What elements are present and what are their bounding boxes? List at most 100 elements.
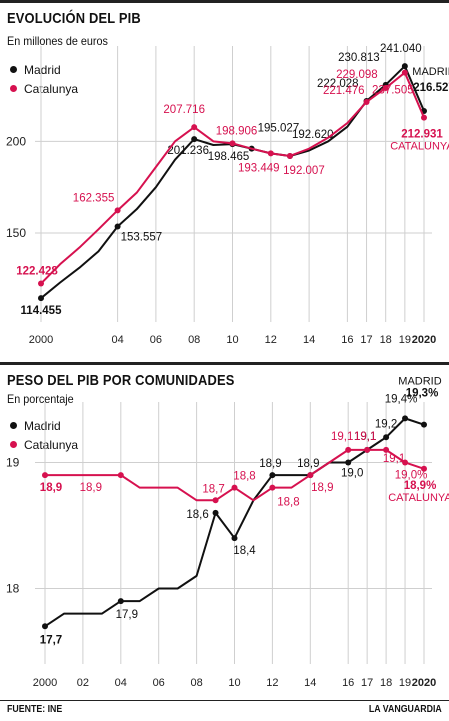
data-label-catalunya-2012: 193.449 (238, 162, 280, 174)
data-label-madrid-2017: 222.028 (317, 78, 359, 90)
data-label-catalunya-2019: 237.505 (372, 85, 414, 97)
x-tick-label-2012: 12 (265, 334, 277, 346)
point-catalunya-2020 (421, 114, 427, 121)
point-catalunya-2004 (114, 207, 121, 214)
chart1-legend: Madrid Catalunya (10, 60, 78, 98)
chart2-plot: 18 19 2000 02 04 06 08 10 12 14 16 17 18 19 2020 17,7 17… (0, 362, 449, 702)
data-label-madrid-2018: 230.813 (338, 52, 380, 64)
y-tick-label-200: 200 (6, 134, 26, 148)
x-tick-label-2014: 14 (303, 334, 315, 346)
series-name-label-catalunya: CATALUNYA (388, 492, 449, 504)
data-label-madrid-2000: 17,7 (40, 634, 62, 646)
data-label-catalunya-2017: 221.476 (323, 85, 365, 97)
legend-item-madrid: Madrid (10, 60, 78, 79)
legend-catalunya-label: Catalunya (24, 81, 79, 96)
point-catalunya-2014 (307, 472, 314, 479)
data-label-madrid-2004: 153.557 (121, 231, 163, 243)
data-label-madrid-2011: 195.027 (258, 123, 300, 135)
data-label-catalunya-2010: 18,8 (233, 471, 255, 483)
footer-source: FUENTE: INE (7, 704, 63, 715)
data-label-catalunya-2004: 162.355 (73, 192, 115, 204)
legend2-catalunya-label: Catalunya (24, 437, 79, 452)
data-label-catalunya-2004: 18,9 (80, 482, 102, 494)
legend-madrid-label: Madrid (24, 62, 61, 77)
point-madrid-2019 (402, 415, 409, 422)
y-tick-label-150: 150 (6, 226, 26, 240)
point-catalunya-2012 (267, 150, 274, 157)
data-label-catalunya-2000: 18,9 (40, 482, 62, 494)
x-tick-label-2017: 17 (361, 677, 373, 689)
point-catalunya-2019 (402, 459, 409, 466)
x-tick-label-2008: 08 (190, 677, 202, 689)
point-catalunya-2019 (401, 69, 408, 76)
data-label-madrid-2020: 216.527 (413, 82, 449, 94)
x-tick-label-2019: 19 (399, 677, 411, 689)
chart2-title: PESO DEL PIB POR COMUNIDADES (7, 372, 235, 389)
legend2-catalunya-dot (10, 441, 17, 448)
x-tick-label-2014: 14 (304, 677, 316, 689)
data-label-catalunya-2018: 229.098 (336, 69, 378, 81)
x-tick-label-2017: 17 (360, 334, 372, 346)
x-tick-label-2000: 2000 (29, 334, 53, 346)
point-madrid-2000 (42, 623, 48, 630)
data-label-catalunya-2000: 122.428 (16, 266, 58, 278)
data-label-catalunya-2018: 19,1 (383, 453, 405, 465)
x-tick-label-2002: 02 (77, 677, 89, 689)
legend2-madrid-label: Madrid (24, 418, 61, 433)
point-catalunya-2000 (42, 472, 48, 479)
point-madrid-2012 (269, 472, 276, 479)
data-label-catalunya-2012: 18,8 (277, 497, 299, 509)
point-catalunya-2009 (212, 497, 219, 504)
point-catalunya-2000 (38, 280, 44, 287)
section-rule (0, 362, 449, 365)
legend2-madrid-dot (10, 422, 17, 429)
point-madrid-2004 (117, 598, 124, 605)
data-label-madrid-2017: 19,1 (354, 431, 376, 443)
x-tick-label-2020: 2020 (412, 334, 436, 346)
footer-rule (0, 700, 449, 701)
point-catalunya-2017 (363, 98, 370, 105)
data-label-catalunya-2019: 19,0% (395, 469, 428, 481)
data-label-catalunya-2008: 207.716 (163, 104, 205, 116)
x-tick-label-2016: 16 (342, 677, 354, 689)
point-catalunya-2017 (364, 446, 371, 453)
x-tick-label-2012: 12 (266, 677, 278, 689)
x-tick-label-2010: 10 (226, 334, 238, 346)
data-label-madrid-2010: 18,4 (233, 545, 256, 557)
data-label-madrid-2014: 18,9 (297, 458, 319, 470)
y-tick-label-18: 18 (6, 581, 20, 595)
footer-brand: LA VANGUARDIA (369, 704, 442, 715)
point-madrid-2000 (38, 295, 44, 302)
data-label-madrid-2019: 241.040 (380, 43, 422, 55)
series-name-label-madrid: MADRID (412, 66, 449, 78)
x-tick-label-2018: 18 (380, 334, 392, 346)
point-catalunya-2012 (269, 484, 276, 491)
series-name-label-madrid: MADRID (398, 376, 441, 388)
data-label-catalunya-2013: 192.007 (283, 165, 325, 177)
data-label-madrid-2016: 19,0 (341, 467, 363, 479)
point-madrid-2004 (114, 223, 121, 230)
x-tick-label-2010: 10 (228, 677, 240, 689)
top-rule (0, 0, 449, 3)
data-label-catalunya-2016: 19,1 (331, 431, 353, 443)
point-madrid-2020 (421, 421, 427, 428)
legend2-item-madrid: Madrid (10, 416, 78, 435)
point-madrid-2009 (212, 509, 219, 516)
legend-madrid-dot (10, 66, 17, 73)
data-label-madrid-2020: 19,3% (406, 388, 439, 400)
point-catalunya-2018 (383, 446, 390, 453)
legend-item-catalunya: Catalunya (10, 79, 78, 98)
point-catalunya-2010 (229, 140, 236, 147)
data-label-catalunya-2009: 18,7 (202, 483, 224, 495)
data-label-madrid-2004: 17,9 (116, 609, 138, 621)
data-label-madrid-2013: 192.620 (292, 129, 334, 141)
point-madrid-2008 (191, 136, 198, 143)
x-tick-label-2020: 2020 (412, 677, 436, 689)
chart2-subtitle: En porcentaje (7, 392, 74, 406)
data-label-madrid-2012: 18,9 (259, 458, 281, 470)
x-tick-label-2019: 19 (399, 334, 411, 346)
data-label-madrid-2019: 19,4% (385, 393, 418, 405)
point-madrid-2018 (383, 434, 390, 441)
